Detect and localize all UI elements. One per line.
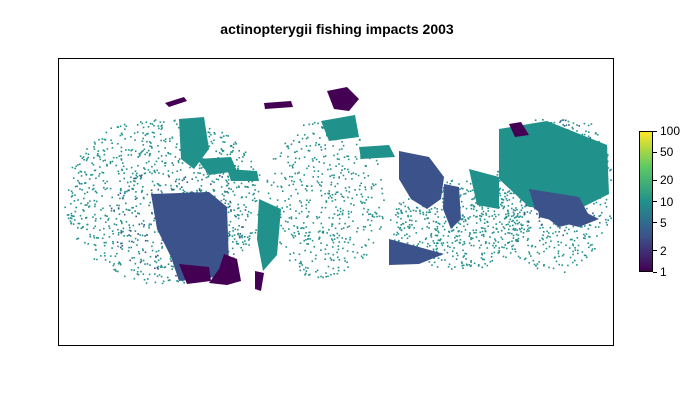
legend-tick-label: 2	[660, 243, 667, 258]
legend-colorbar	[639, 131, 653, 272]
europe-coast	[321, 115, 359, 141]
legend-tick	[653, 222, 657, 224]
caribbean	[227, 169, 259, 181]
mediterranean	[359, 145, 395, 159]
south-pacific-purple-patch	[179, 264, 211, 284]
southern-africa-coast	[389, 239, 444, 265]
legend-tick	[653, 130, 657, 132]
indian-ocean-shelf	[469, 169, 499, 209]
indonesia-region	[537, 199, 599, 227]
legend-tick	[653, 179, 657, 181]
peru-chile-shelf	[209, 254, 241, 285]
okhotsk-purple	[509, 122, 529, 137]
northwest-pacific-region	[499, 121, 609, 209]
south-america-east-coast	[257, 199, 281, 271]
legend-tick	[653, 250, 657, 252]
map-panel	[58, 58, 614, 346]
west-africa-coast	[399, 151, 444, 209]
color-legend: 100 50 20 10 5 2 1	[639, 125, 680, 278]
legend-tick	[653, 271, 657, 273]
arctic-strip	[165, 97, 187, 107]
legend-tick-label: 1	[660, 265, 667, 279]
patagonia-shelf	[255, 271, 264, 291]
legend-tick-label: 100	[660, 124, 681, 138]
north-atlantic-purple	[327, 87, 359, 111]
legend-tick	[653, 151, 657, 153]
legend-tick	[653, 201, 657, 202]
legend-tick-label: 50	[660, 145, 674, 160]
gulf-of-mexico	[197, 157, 237, 175]
legend-tick-label: 10	[660, 194, 674, 209]
southeast-pacific-region	[151, 192, 229, 281]
madagascar-region	[443, 187, 457, 211]
labrador-strip	[264, 101, 293, 109]
north-america-west-coast	[179, 117, 209, 169]
map-title: actinopterygii fishing impacts 2003	[220, 21, 454, 37]
legend-tick-label: 20	[660, 173, 674, 188]
atlantic-ocean-scatter	[266, 121, 385, 279]
world-fishing-impact-map	[64, 87, 612, 291]
legend-tick-label: 5	[660, 215, 667, 230]
